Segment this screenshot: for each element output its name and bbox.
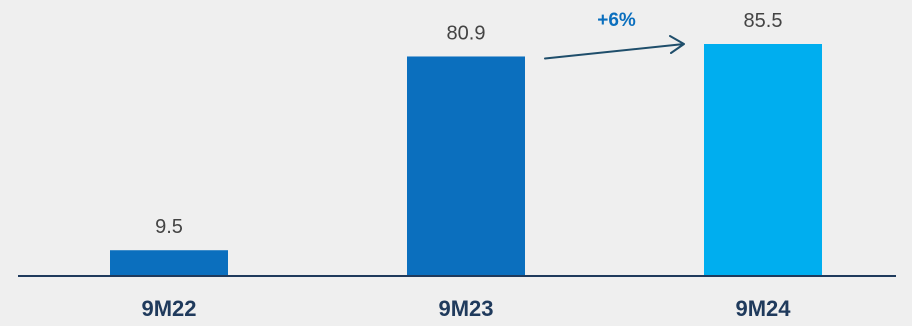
category-label-9m22: 9M22 [141, 296, 196, 321]
growth-arrow-icon [544, 35, 685, 60]
bar-9m24 [704, 44, 822, 276]
growth-annotation: +6% [544, 10, 685, 60]
category-labels-layer: 9M22 9M23 9M24 [141, 296, 791, 321]
value-labels-layer: 9.5 80.9 85.5 [155, 10, 782, 238]
value-label-9m23: 80.9 [447, 22, 486, 44]
bars-layer [110, 44, 822, 276]
bar-9m23 [407, 56, 525, 276]
category-label-9m23: 9M23 [438, 296, 493, 321]
bar-9m22 [110, 250, 228, 276]
value-label-9m22: 9.5 [155, 216, 183, 238]
growth-label: +6% [597, 10, 636, 31]
category-label-9m24: 9M24 [735, 296, 791, 321]
value-label-9m24: 85.5 [744, 10, 783, 32]
